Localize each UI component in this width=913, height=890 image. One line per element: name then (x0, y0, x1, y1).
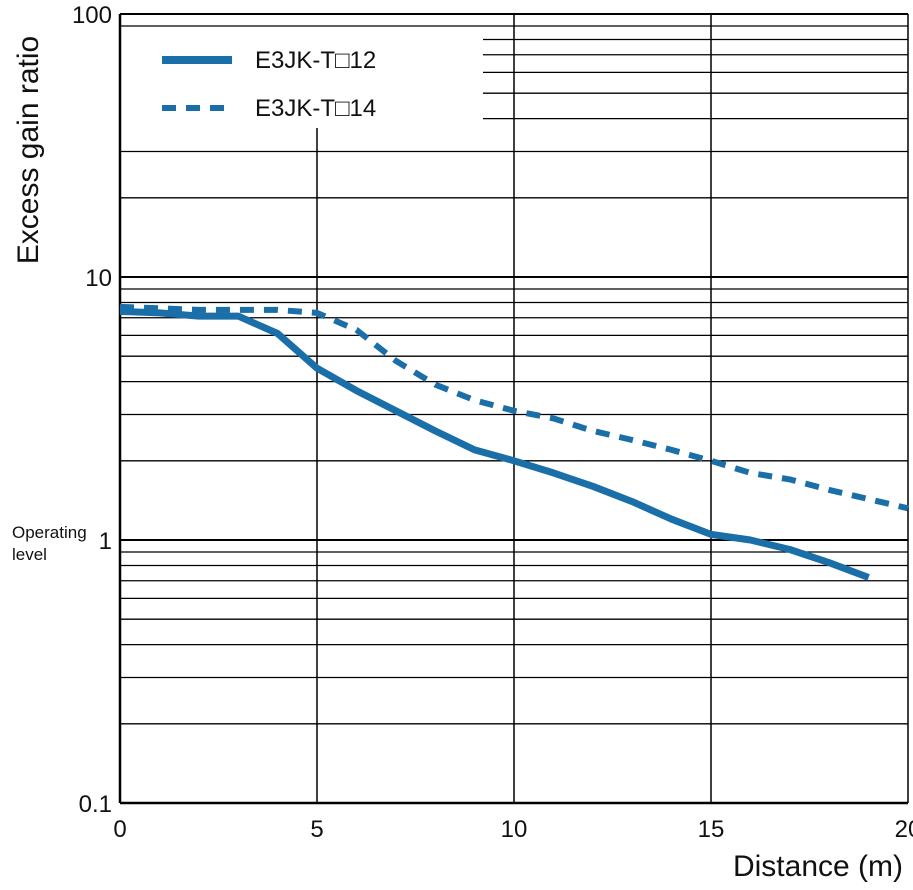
x-tick-label: 15 (698, 816, 725, 843)
y-axis-title: Excess gain ratio (12, 36, 45, 264)
y-tick-label: 1 (99, 528, 112, 555)
operating-level-label-line2: level (12, 545, 47, 564)
x-tick-label: 20 (895, 816, 913, 843)
series-line-2 (119, 303, 909, 512)
x-axis-title: Distance (m) (733, 850, 903, 883)
y-tick-label: 0.1 (79, 791, 112, 818)
series-lines (119, 303, 909, 581)
legend: E3JK-T□12 E3JK-T□14 (135, 30, 483, 128)
legend-background (135, 30, 483, 128)
operating-level-label-line1: Operating (12, 523, 87, 542)
grid (118, 13, 909, 805)
tick-labels: 0 5 10 15 20 0.1 1 10 100 (72, 2, 913, 843)
x-tick-label: 10 (501, 816, 528, 843)
legend-label-2: E3JK-T□14 (255, 95, 376, 122)
x-tick-label: 5 (310, 816, 323, 843)
y-tick-label: 10 (85, 265, 112, 292)
series-line-1 (119, 307, 870, 581)
legend-label-1: E3JK-T□12 (255, 47, 376, 74)
x-tick-label: 0 (113, 816, 126, 843)
y-tick-label: 100 (72, 2, 112, 29)
